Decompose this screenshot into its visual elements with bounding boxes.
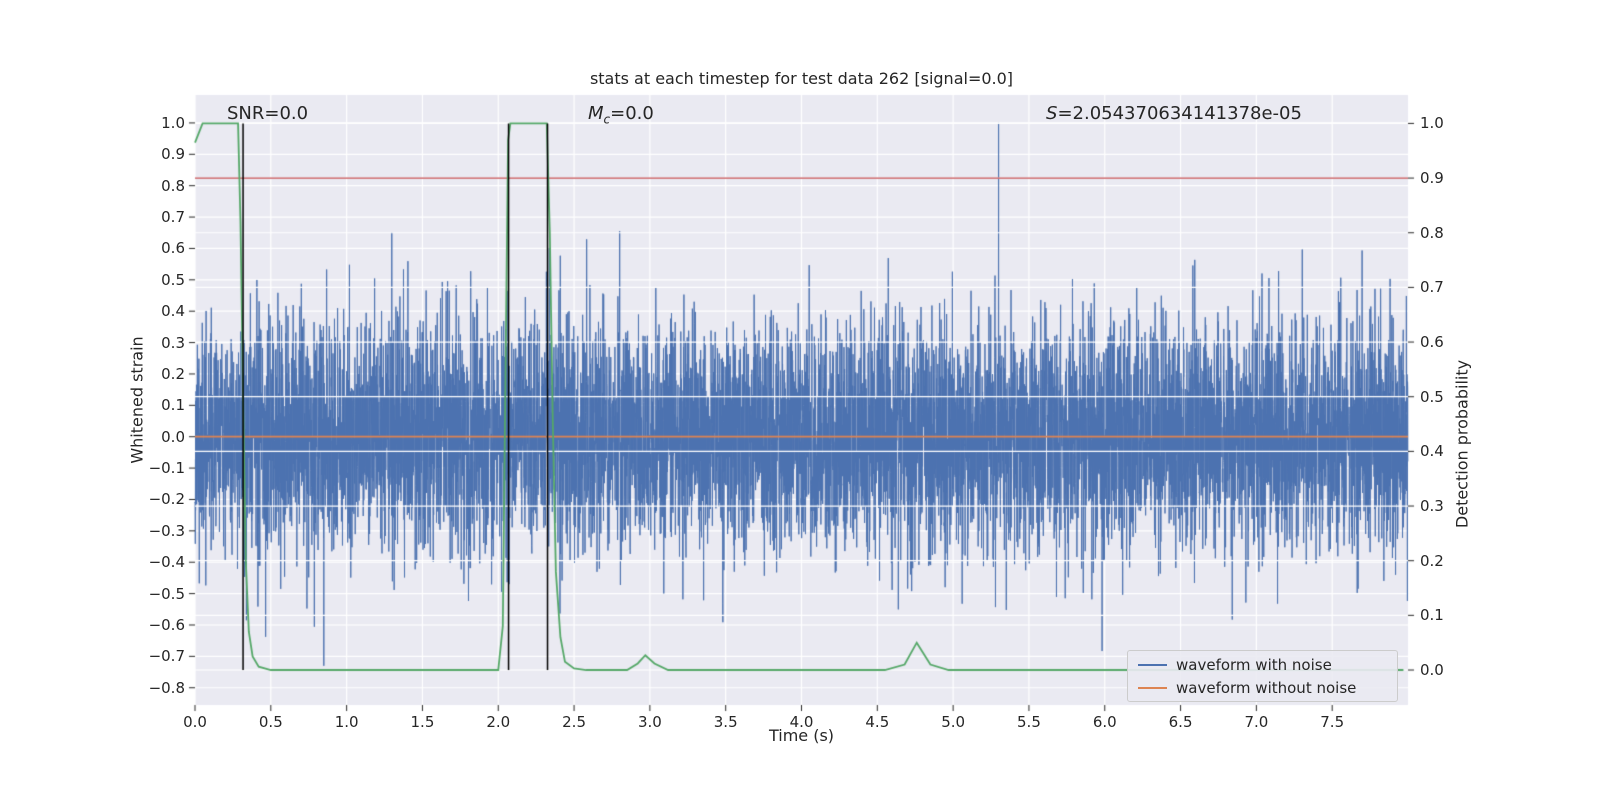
annotation-statistic: S=2.054370634141378e-05: [1046, 103, 1302, 124]
legend-swatch-waveform-without-noise: [1138, 686, 1167, 689]
x-axis-label: Time (s): [768, 726, 835, 745]
right-y-axis-label: Detection probability: [1452, 359, 1472, 529]
legend: waveform with noise waveform without noi…: [1127, 650, 1398, 702]
annotation-mc-value: =0.0: [610, 103, 654, 124]
annotation-chirp-mass: Mc=0.0: [588, 103, 654, 127]
legend-item-waveform-without-noise: waveform without noise: [1128, 678, 1397, 698]
annotation-s-var: S: [1046, 103, 1058, 124]
legend-label-waveform-without-noise: waveform without noise: [1176, 678, 1357, 697]
legend-label-waveform-with-noise: waveform with noise: [1176, 655, 1332, 674]
left-y-axis-label: Whitened strain: [127, 336, 147, 464]
legend-item-waveform-with-noise: waveform with noise: [1128, 655, 1397, 675]
annotation-snr: SNR=0.0: [227, 103, 309, 124]
annotation-mc-sub: c: [603, 112, 611, 127]
annotation-s-value: =2.054370634141378e-05: [1057, 103, 1302, 124]
legend-swatch-waveform-with-noise: [1138, 663, 1167, 666]
chart-title: stats at each timestep for test data 262…: [589, 69, 1014, 88]
annotation-mc-var: M: [588, 103, 604, 124]
